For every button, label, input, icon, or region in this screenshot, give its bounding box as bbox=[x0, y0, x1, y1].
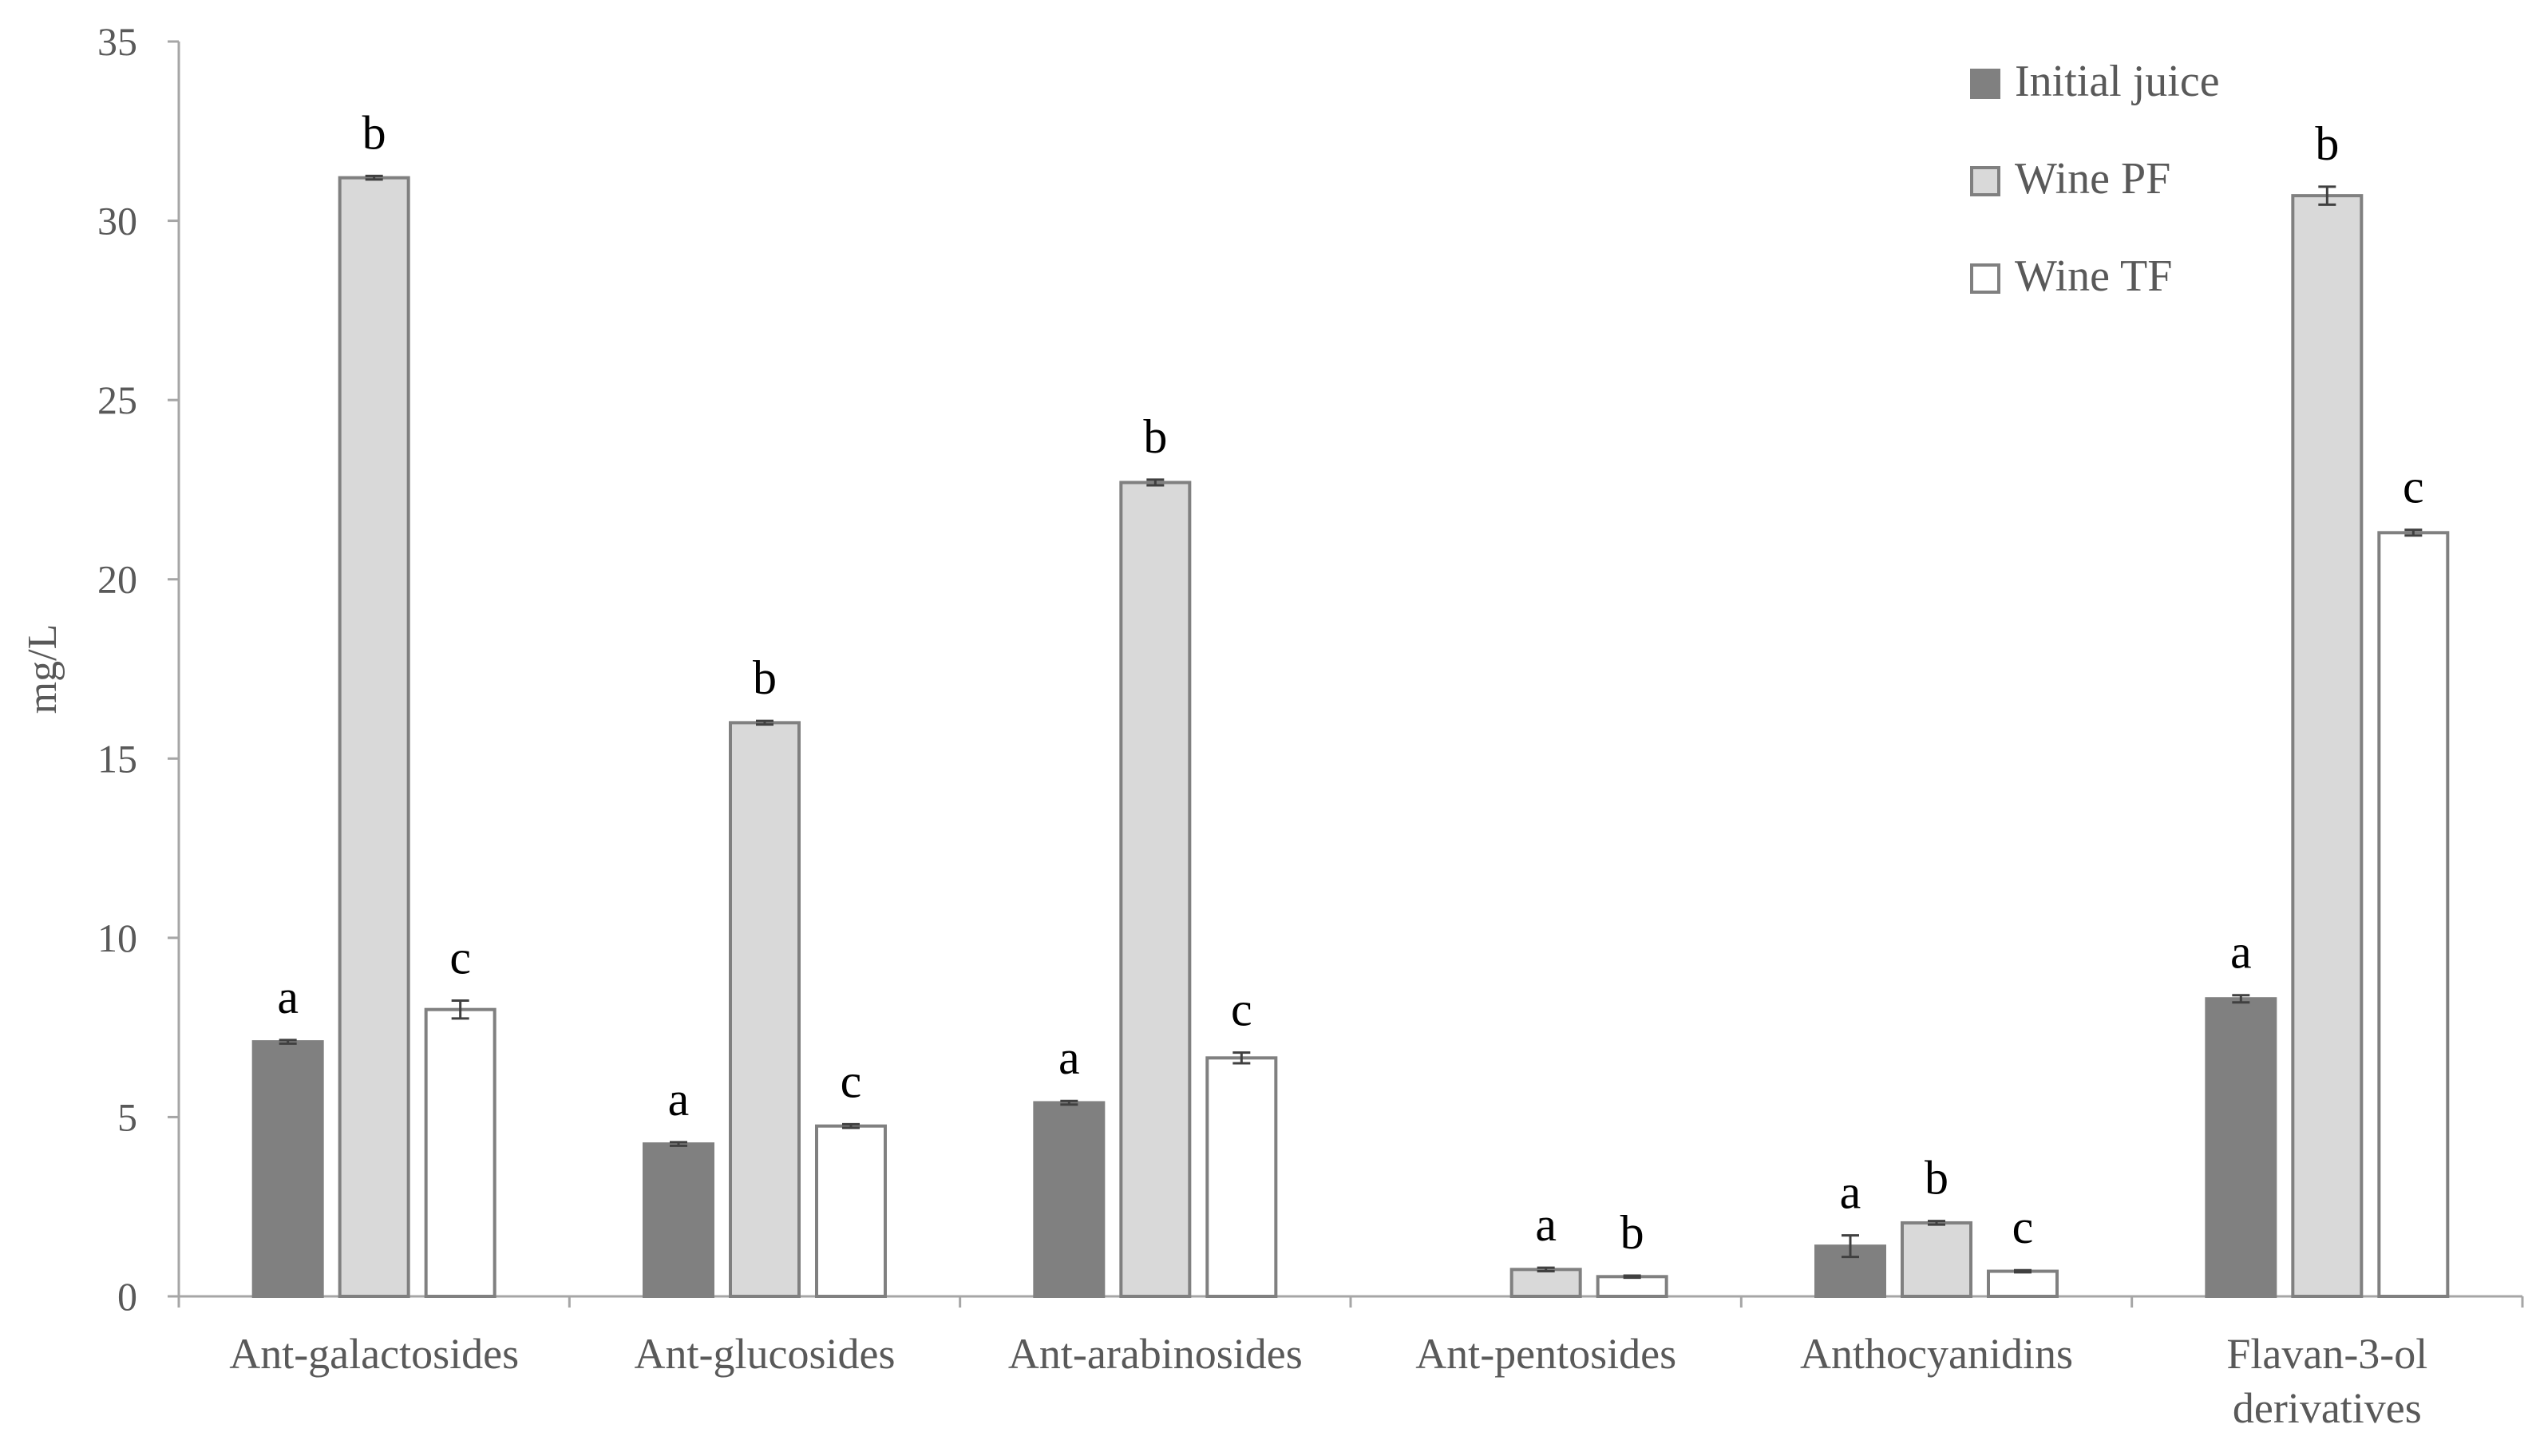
y-tick-label: 35 bbox=[97, 19, 137, 64]
significance-letter: b bbox=[2315, 117, 2339, 170]
significance-letter: a bbox=[1535, 1198, 1557, 1251]
category-label: Ant-galactosides bbox=[229, 1330, 519, 1378]
bar bbox=[1205, 1056, 1278, 1298]
category-label: Ant-arabinosides bbox=[1008, 1330, 1303, 1378]
bar bbox=[643, 1142, 714, 1298]
bar bbox=[2291, 194, 2364, 1298]
bar bbox=[2377, 531, 2450, 1298]
category-label: Ant-glucosides bbox=[635, 1330, 896, 1378]
axes: 0 5 10 15 20 25 30 35 mg/L Ant-galactosides Ant-gl… bbox=[20, 19, 2524, 1432]
legend-label: Wine PF bbox=[2015, 154, 2170, 204]
significance-letter: b bbox=[1143, 410, 1167, 463]
bar bbox=[338, 176, 410, 1298]
bar bbox=[1901, 1221, 1972, 1298]
y-tick-label: 20 bbox=[97, 557, 137, 602]
significance-letter: c bbox=[841, 1054, 862, 1107]
bar bbox=[2205, 997, 2277, 1298]
y-tick-label: 0 bbox=[117, 1274, 137, 1319]
category-label: Anthocyanidins bbox=[1800, 1330, 2073, 1378]
significance-letter: a bbox=[2230, 926, 2252, 979]
significance-letter: c bbox=[449, 931, 471, 983]
category-label: derivatives bbox=[2233, 1384, 2422, 1432]
significance-letter: b bbox=[362, 106, 386, 159]
significance-letter: c bbox=[2012, 1201, 2034, 1253]
bar bbox=[815, 1124, 887, 1298]
significance-letter: a bbox=[1840, 1166, 1861, 1219]
significance-letter: b bbox=[1620, 1206, 1644, 1259]
y-tick-label: 10 bbox=[97, 916, 137, 960]
y-tick-label: 25 bbox=[97, 378, 137, 422]
labels: a a a a a b b b a b b c c c b c c bbox=[277, 106, 2423, 1259]
legend-label: Initial juice bbox=[2015, 57, 2220, 106]
bar bbox=[1509, 1268, 1582, 1299]
category-label: Ant-pentosides bbox=[1415, 1330, 1676, 1378]
legend-swatch bbox=[1970, 263, 2000, 294]
bar bbox=[729, 721, 801, 1298]
bar bbox=[1033, 1101, 1106, 1299]
bar bbox=[424, 1007, 497, 1298]
y-tick-label: 30 bbox=[97, 199, 137, 243]
legend-swatch bbox=[1970, 69, 2000, 99]
bar bbox=[1119, 481, 1192, 1298]
bar bbox=[251, 1040, 324, 1298]
legend: Initial juice Wine PF Wine TF bbox=[1970, 57, 2220, 301]
category-label: Flavan-3-ol bbox=[2226, 1330, 2427, 1378]
significance-letter: c bbox=[1231, 983, 1252, 1036]
y-tick-label: 5 bbox=[117, 1094, 137, 1139]
y-tick-label: 15 bbox=[97, 736, 137, 781]
significance-letter: c bbox=[2403, 461, 2424, 513]
legend-label: Wine TF bbox=[2015, 251, 2172, 301]
significance-letter: a bbox=[1058, 1031, 1080, 1084]
significance-letter: a bbox=[277, 971, 299, 1023]
significance-letter: a bbox=[668, 1073, 690, 1126]
significance-letter: b bbox=[753, 651, 777, 704]
y-axis-title: mg/L bbox=[20, 624, 65, 714]
legend-swatch bbox=[1970, 166, 2000, 196]
bar bbox=[1987, 1269, 2059, 1299]
bar bbox=[1596, 1275, 1668, 1298]
bars bbox=[251, 174, 2450, 1299]
significance-letter: b bbox=[1925, 1152, 1948, 1205]
